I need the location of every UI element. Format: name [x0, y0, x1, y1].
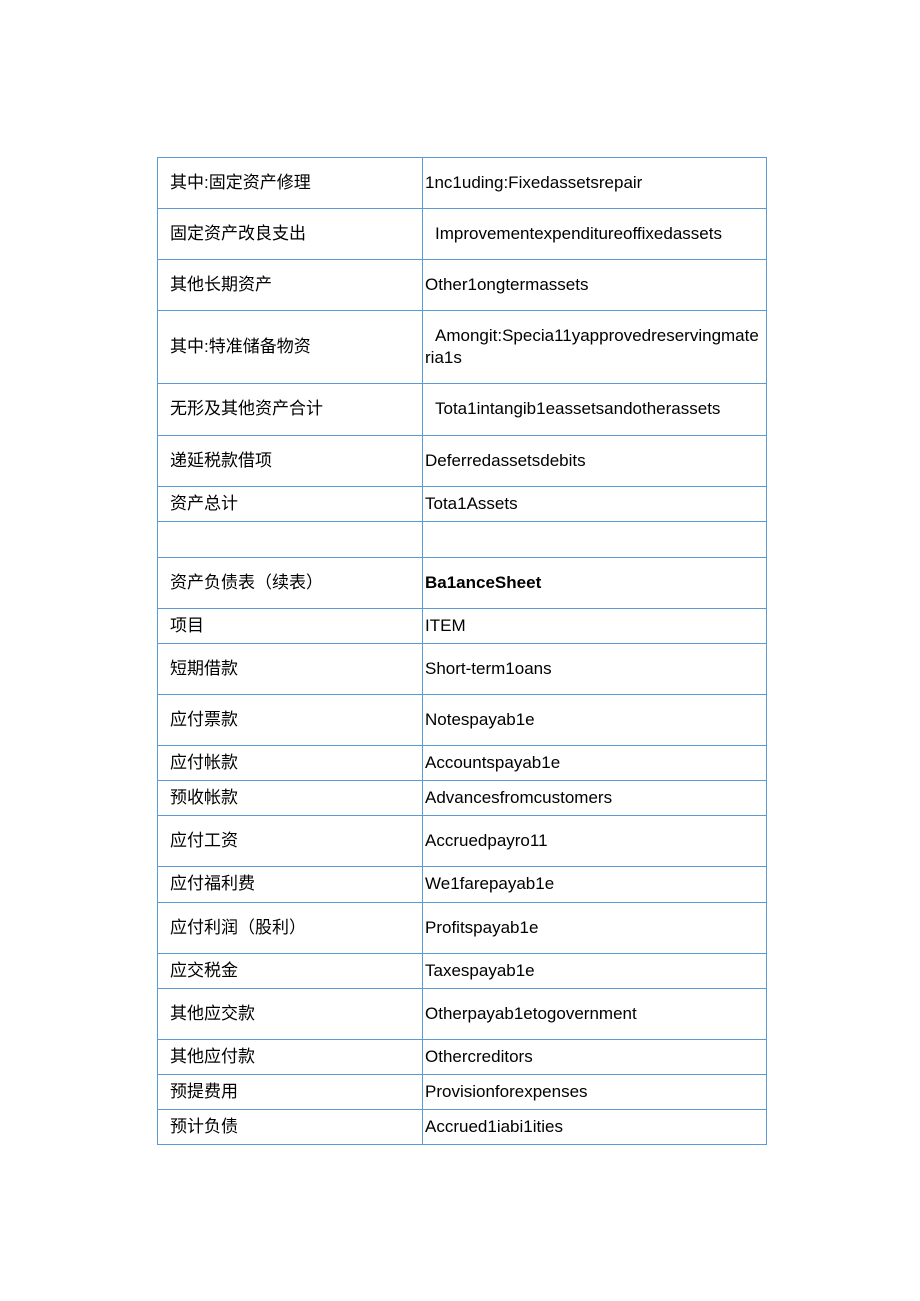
cell-chinese: 资产总计: [158, 486, 423, 521]
cell-english: Profitspayab1e: [423, 902, 767, 953]
cell-chinese: 其他长期资产: [158, 260, 423, 311]
table-row: 应付帐款Accountspayab1e: [158, 746, 767, 781]
table-row: 其中:固定资产修理1nc1uding:Fixedassetsrepair: [158, 158, 767, 209]
table-row: 短期借款Short-term1oans: [158, 643, 767, 694]
cell-english: Accountspayab1e: [423, 746, 767, 781]
cell-chinese: 固定资产改良支出: [158, 209, 423, 260]
cell-english: Notespayab1e: [423, 695, 767, 746]
cell-english: Amongit:Specia11yapprovedreservingmateri…: [423, 311, 767, 384]
cell-chinese: 递延税款借项: [158, 435, 423, 486]
table-body: 其中:固定资产修理1nc1uding:Fixedassetsrepair固定资产…: [158, 158, 767, 1145]
balance-sheet-table: 其中:固定资产修理1nc1uding:Fixedassetsrepair固定资产…: [157, 157, 767, 1145]
cell-chinese: 项目: [158, 608, 423, 643]
table-row: 应付利润（股利）Profitspayab1e: [158, 902, 767, 953]
cell-chinese: 其他应交款: [158, 988, 423, 1039]
cell-english: Ba1anceSheet: [423, 557, 767, 608]
table-row: 其他应交款Otherpayab1etogovernment: [158, 988, 767, 1039]
table-row: [158, 521, 767, 557]
cell-chinese: 短期借款: [158, 643, 423, 694]
cell-chinese: 应付工资: [158, 816, 423, 867]
table-row: 其他长期资产Other1ongtermassets: [158, 260, 767, 311]
cell-chinese: 应付福利费: [158, 867, 423, 902]
table-row: 预提费用Provisionforexpenses: [158, 1074, 767, 1109]
cell-english: 1nc1uding:Fixedassetsrepair: [423, 158, 767, 209]
table-row: 应付工资Accruedpayro11: [158, 816, 767, 867]
cell-chinese: 其中:特准储备物资: [158, 311, 423, 384]
table-row: 项目ITEM: [158, 608, 767, 643]
cell-english: Short-term1oans: [423, 643, 767, 694]
cell-english: Tota1Assets: [423, 486, 767, 521]
table-row: 其他应付款Othercreditors: [158, 1039, 767, 1074]
table-row: 应交税金Taxespayab1e: [158, 953, 767, 988]
table-row: 预收帐款Advancesfromcustomers: [158, 781, 767, 816]
cell-english: ITEM: [423, 608, 767, 643]
cell-chinese: 应付帐款: [158, 746, 423, 781]
table-row: 其中:特准储备物资Amongit:Specia11yapprovedreserv…: [158, 311, 767, 384]
cell-english: Accrued1iabi1ities: [423, 1109, 767, 1144]
cell-english: [423, 521, 767, 557]
table-row: 递延税款借项Deferredassetsdebits: [158, 435, 767, 486]
cell-english-text: Amongit:Specia11yapprovedreservingmateri…: [425, 326, 759, 367]
table-row: 应付福利费We1farepayab1e: [158, 867, 767, 902]
cell-chinese: 无形及其他资产合计: [158, 384, 423, 435]
cell-english-text: Tota1intangib1eassetsandotherassets: [425, 399, 720, 418]
cell-english: Otherpayab1etogovernment: [423, 988, 767, 1039]
cell-chinese: 资产负债表（续表）: [158, 557, 423, 608]
table-row: 固定资产改良支出Improvementexpenditureoffixedass…: [158, 209, 767, 260]
cell-chinese: 预计负债: [158, 1109, 423, 1144]
cell-chinese: 预收帐款: [158, 781, 423, 816]
cell-english: Improvementexpenditureoffixedassets: [423, 209, 767, 260]
table-row: 资产负债表（续表）Ba1anceSheet: [158, 557, 767, 608]
cell-chinese: 其中:固定资产修理: [158, 158, 423, 209]
cell-english: Tota1intangib1eassetsandotherassets: [423, 384, 767, 435]
cell-chinese: 应付利润（股利）: [158, 902, 423, 953]
cell-english: We1farepayab1e: [423, 867, 767, 902]
cell-english: Othercreditors: [423, 1039, 767, 1074]
cell-chinese: [158, 521, 423, 557]
cell-chinese: 预提费用: [158, 1074, 423, 1109]
cell-chinese: 应交税金: [158, 953, 423, 988]
cell-english: Accruedpayro11: [423, 816, 767, 867]
cell-english: Deferredassetsdebits: [423, 435, 767, 486]
table-row: 资产总计Tota1Assets: [158, 486, 767, 521]
table-row: 预计负债Accrued1iabi1ities: [158, 1109, 767, 1144]
cell-chinese: 其他应付款: [158, 1039, 423, 1074]
cell-english: Other1ongtermassets: [423, 260, 767, 311]
cell-english: Taxespayab1e: [423, 953, 767, 988]
cell-chinese: 应付票款: [158, 695, 423, 746]
cell-english-text: Improvementexpenditureoffixedassets: [425, 224, 722, 243]
table-row: 无形及其他资产合计Tota1intangib1eassetsandotheras…: [158, 384, 767, 435]
cell-english: Provisionforexpenses: [423, 1074, 767, 1109]
cell-english: Advancesfromcustomers: [423, 781, 767, 816]
table-row: 应付票款Notespayab1e: [158, 695, 767, 746]
